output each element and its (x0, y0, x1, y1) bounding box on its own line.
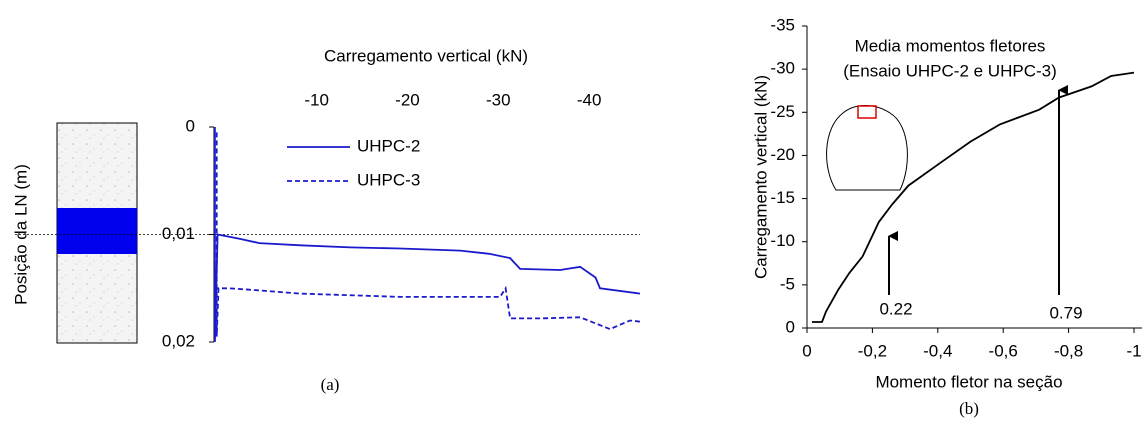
y-tick-label: 0 (186, 116, 195, 135)
y-tick-label: -35 (770, 15, 795, 34)
x-tick-label: -40 (577, 90, 602, 109)
chart-title: (Ensaio UHPC-2 e UHPC-3) (843, 61, 1057, 80)
y-tick-label: -10 (770, 231, 795, 250)
y-tick-label: 0 (786, 317, 795, 336)
y-axis-label: Carregamento vertical (kN) (751, 75, 770, 279)
caption: (b) (959, 399, 979, 418)
x-tick-label: -1 (1126, 341, 1141, 360)
series-line (215, 132, 641, 337)
x-tick-label: -0,6 (989, 341, 1018, 360)
x-tick-label: -20 (395, 90, 420, 109)
y-tick-label: -25 (770, 102, 795, 121)
y-tick-label: -15 (770, 188, 795, 207)
chart-title: Media momentos fletores (855, 36, 1046, 55)
x-axis-label: Carregamento vertical (kN) (324, 46, 528, 65)
y-tick-label: -5 (780, 274, 795, 293)
series-line (214, 127, 641, 343)
neutral-zone (57, 208, 137, 254)
y-tick-label: -30 (770, 59, 795, 78)
x-tick-label: -0,4 (923, 341, 952, 360)
x-tick-label: 0 (802, 341, 811, 360)
y-tick-label: -20 (770, 145, 795, 164)
x-axis-label: Momento fletor na seção (875, 372, 1062, 391)
x-tick-label: -30 (486, 90, 511, 109)
legend-label: UHPC-3 (357, 170, 420, 189)
annotation: 0.22 (879, 299, 912, 318)
y-axis-label: Posição da LN (m) (11, 164, 30, 305)
y-tick-label: 0,01 (162, 224, 195, 243)
y-tick-label: 0,02 (162, 331, 195, 350)
caption: (a) (321, 375, 340, 394)
x-tick-label: -10 (304, 90, 329, 109)
annotation: 0.79 (1049, 303, 1082, 322)
legend-label: UHPC-2 (357, 136, 420, 155)
tunnel-icon (826, 105, 908, 191)
series-line (811, 71, 1135, 323)
x-tick-label: -0,2 (858, 341, 887, 360)
x-tick-label: -0,8 (1054, 341, 1083, 360)
